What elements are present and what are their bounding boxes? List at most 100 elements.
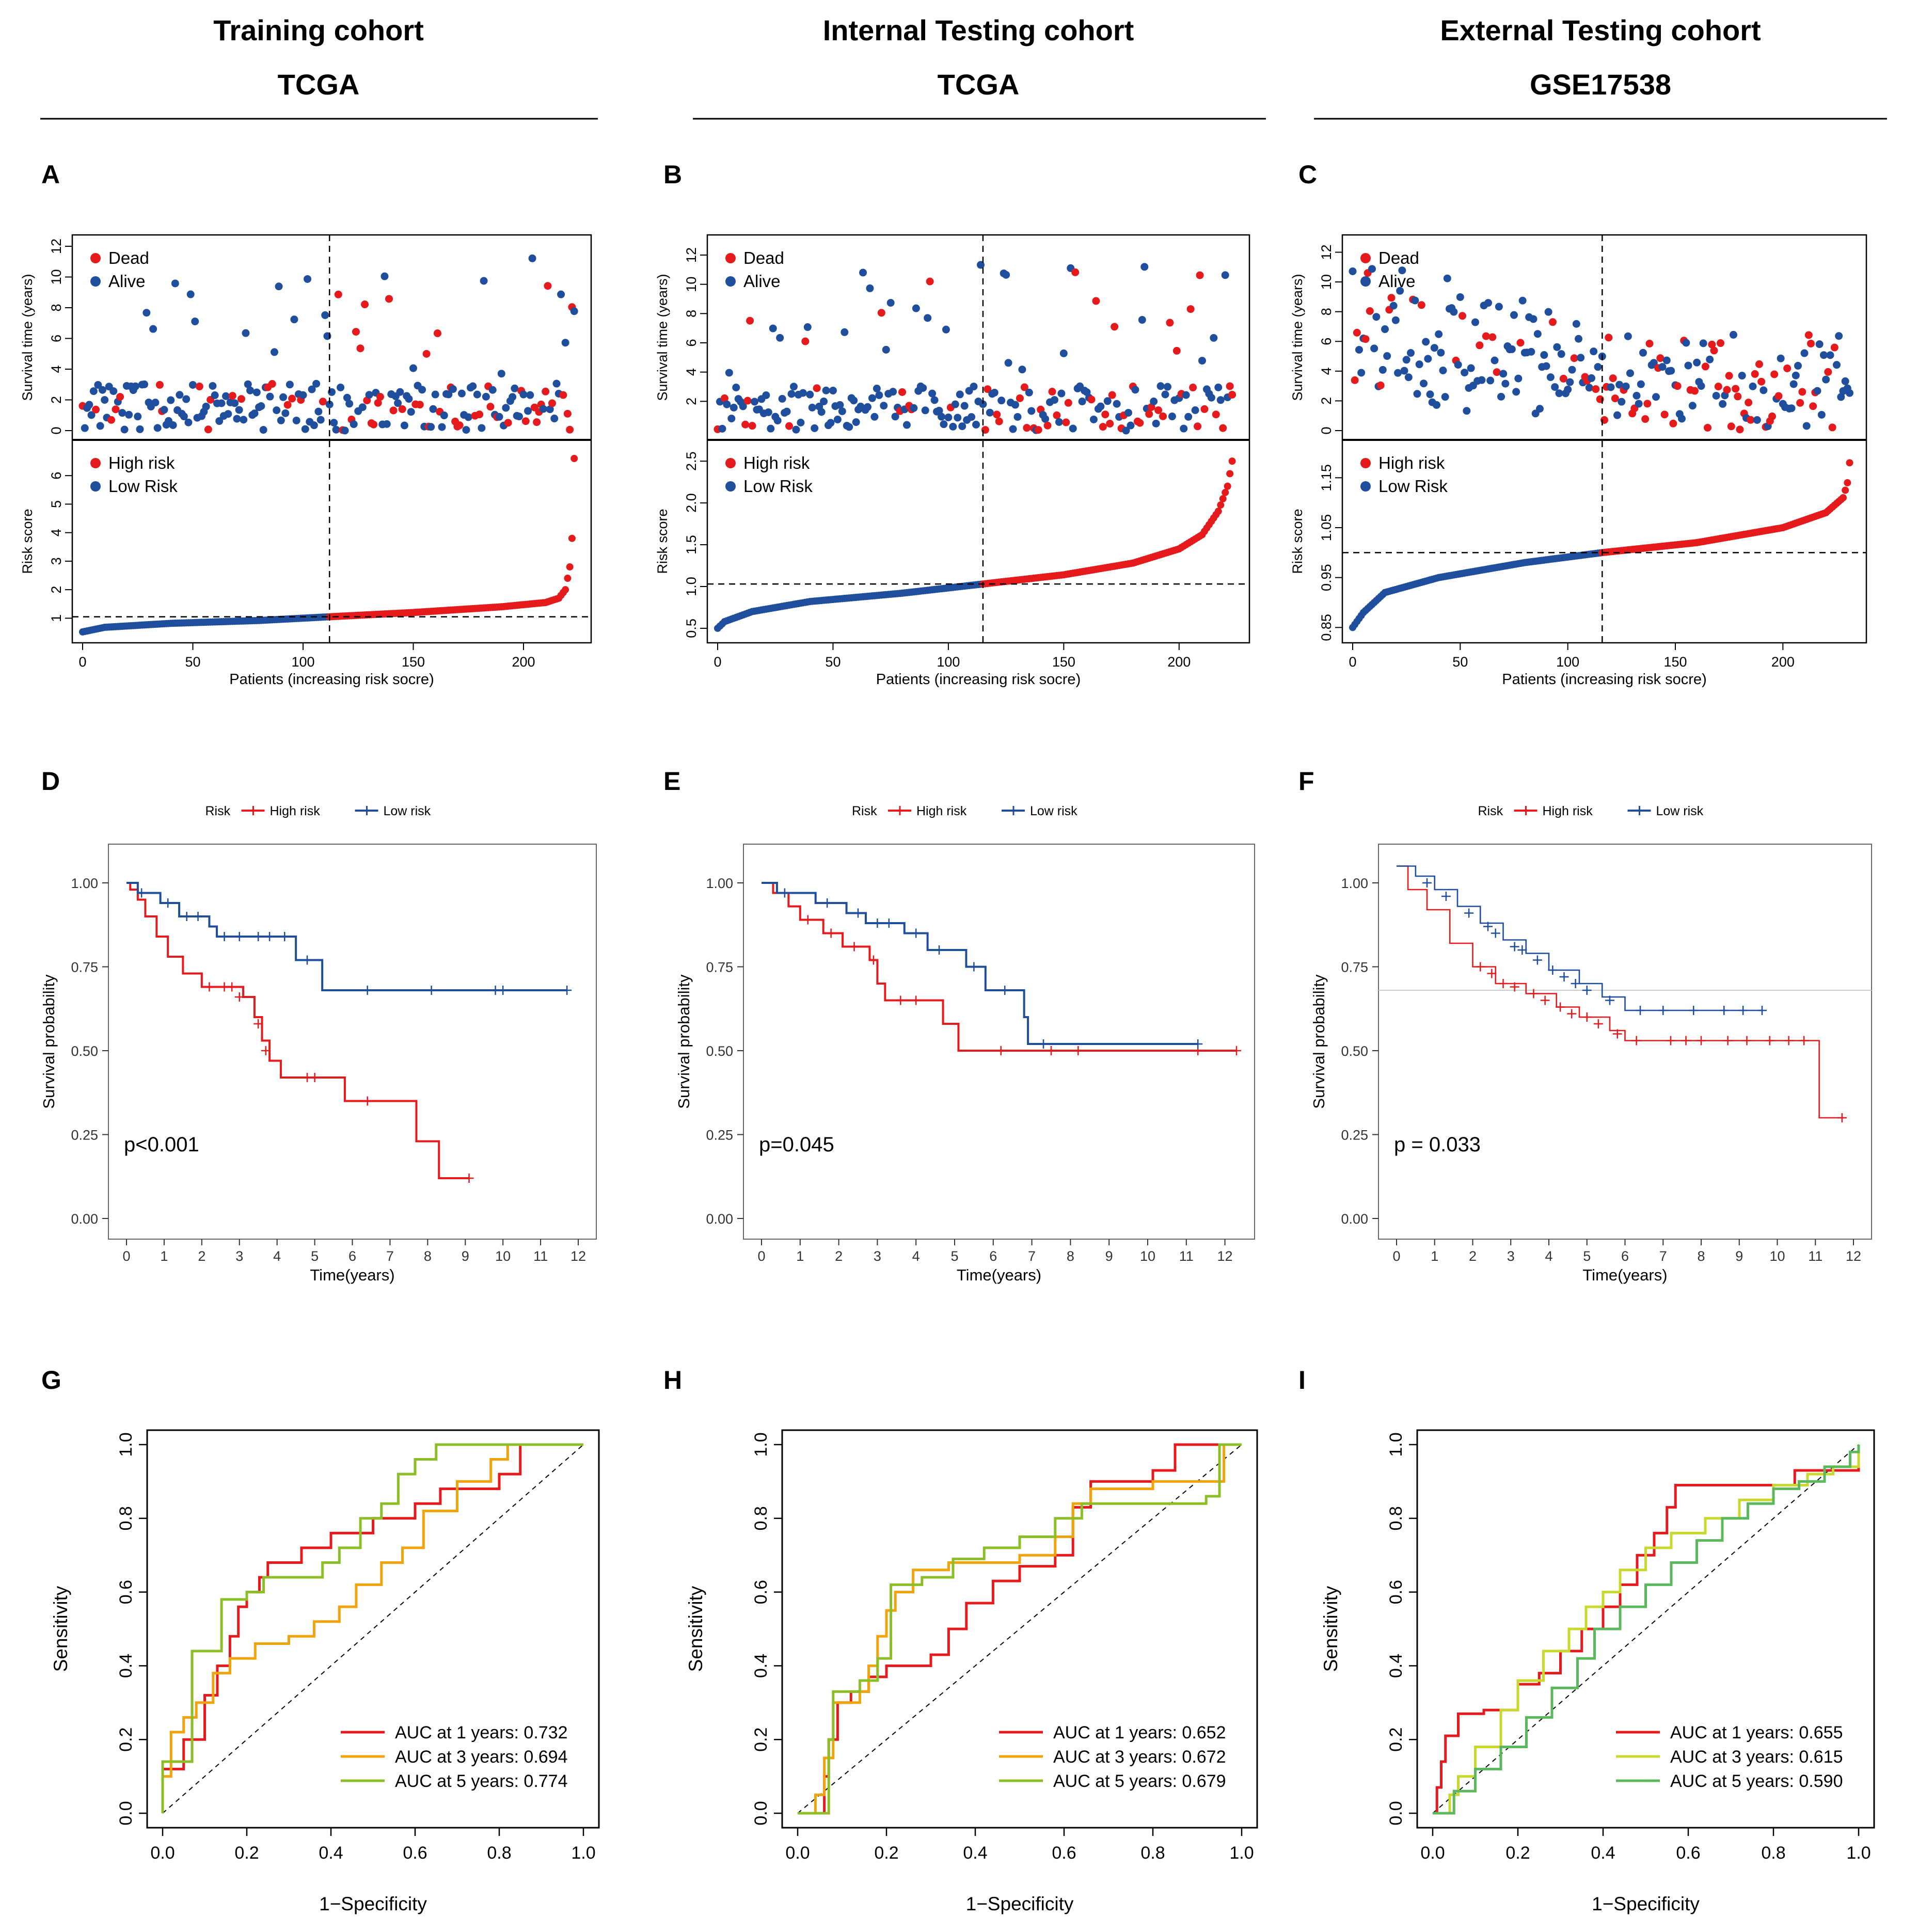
survival-point <box>486 403 495 411</box>
panel-F-legend-high: High risk <box>1543 804 1593 818</box>
panel-C-xtick-label: 200 <box>1771 654 1795 670</box>
panel-B-legend-high: High risk <box>743 453 810 472</box>
panel-D-xtick-label: 0 <box>122 1248 130 1264</box>
survival-point <box>1196 271 1204 279</box>
panel-A-bottom-ytick-label: 4 <box>49 529 64 536</box>
censor-mark <box>1612 1029 1622 1039</box>
survival-point <box>1833 361 1841 369</box>
survival-point <box>1020 383 1028 391</box>
panel-F-ylabel: Survival probability <box>1310 974 1328 1109</box>
survival-point <box>1011 401 1020 409</box>
survival-point <box>131 382 139 390</box>
panel-A-bottom-ylabel: Risk score <box>20 509 35 574</box>
panel-E-xtick-label: 1 <box>796 1248 804 1264</box>
panel-D-ylabel: Survival probability <box>40 974 58 1109</box>
survival-point <box>559 391 567 399</box>
censor-mark <box>1658 1006 1668 1015</box>
panel-F-xtick-label: 7 <box>1659 1248 1667 1264</box>
survival-point <box>1725 372 1733 380</box>
panel-D-legend-low: Low risk <box>384 804 431 818</box>
survival-point <box>1809 402 1817 410</box>
survival-point <box>376 393 384 401</box>
survival-point <box>776 334 784 342</box>
survival-point <box>89 387 98 395</box>
survival-point <box>1025 388 1033 397</box>
survival-point <box>820 397 828 405</box>
panel-B-top-ytick-label: 4 <box>684 368 699 376</box>
survival-point <box>374 399 382 407</box>
survival-point <box>1684 361 1692 370</box>
panel-C-top-ytick-label: 12 <box>1319 244 1334 260</box>
survival-point <box>1349 267 1357 275</box>
survival-point <box>767 424 775 433</box>
survival-point <box>209 382 217 390</box>
survival-point <box>542 387 550 395</box>
panel-A-top-ytick-label: 6 <box>49 335 64 342</box>
panel-D-xtick-label: 3 <box>235 1248 243 1264</box>
censor-mark <box>884 919 894 928</box>
survival-point <box>1351 376 1359 384</box>
survival-point <box>1069 424 1077 433</box>
survival-point <box>797 419 805 427</box>
survival-point <box>281 409 290 417</box>
survival-point <box>1706 355 1714 363</box>
censor-mark <box>1631 1036 1641 1046</box>
survival-point <box>224 410 232 418</box>
survival-point <box>1660 410 1669 419</box>
survival-point <box>833 416 842 424</box>
survival-point <box>1097 402 1105 410</box>
survival-point <box>383 420 391 428</box>
survival-point <box>502 404 510 412</box>
survival-point <box>811 424 819 432</box>
survival-point <box>1835 332 1843 340</box>
survival-point <box>85 401 93 409</box>
survival-point <box>1078 398 1086 406</box>
panel-I-ytick-label: 0.4 <box>1386 1654 1406 1678</box>
survival-point <box>940 420 948 429</box>
panel-H-ytick-label: 0.8 <box>751 1506 771 1530</box>
panel-A-bottom-ytick-label: 5 <box>49 500 64 508</box>
survival-point <box>1435 330 1443 338</box>
survival-point <box>433 329 441 338</box>
panel-B-legend-low: Low Risk <box>743 477 813 496</box>
survival-point <box>935 406 943 415</box>
survival-point <box>924 314 932 322</box>
panel-I-xtick-label: 0.0 <box>1420 1843 1445 1863</box>
panel-C-legend-high-marker <box>1360 458 1371 468</box>
survival-point <box>308 385 316 393</box>
panel-D-km-line-high <box>126 882 469 1179</box>
survival-point <box>877 309 885 317</box>
survival-point <box>1092 297 1100 305</box>
panel-G-ytick-label: 1.0 <box>116 1432 136 1456</box>
survival-point <box>1691 387 1699 395</box>
panel-F-legend-low: Low risk <box>1656 804 1704 818</box>
survival-point <box>1221 271 1229 279</box>
survival-point <box>1357 369 1366 377</box>
survival-point <box>416 401 424 409</box>
survival-point <box>259 426 267 434</box>
survival-point <box>1639 349 1647 357</box>
survival-point <box>1570 354 1578 362</box>
survival-point <box>912 304 920 312</box>
survival-point <box>1491 356 1499 365</box>
survival-point <box>808 403 816 411</box>
survival-point <box>202 402 210 410</box>
panel-E-xtick-label: 2 <box>835 1248 843 1264</box>
survival-point <box>233 415 241 423</box>
survival-point <box>1815 340 1824 349</box>
panel-G-legend-entry-3: AUC at 5 years: 0.774 <box>395 1771 568 1791</box>
panel-I-legend-entry-2: AUC at 3 years: 0.615 <box>1670 1747 1843 1767</box>
panel-B-xtick-label: 0 <box>714 654 721 670</box>
survival-point <box>1207 393 1215 402</box>
panel-I-ytick-label: 0.0 <box>1386 1801 1406 1825</box>
panel-I-xlabel: 1−Specificity <box>1592 1893 1700 1914</box>
survival-point <box>310 421 318 430</box>
survival-point <box>319 398 327 406</box>
survival-point <box>1585 384 1593 392</box>
survival-point <box>1637 380 1645 388</box>
survival-point <box>1714 383 1722 391</box>
survival-point <box>400 421 408 430</box>
survival-point <box>1057 389 1066 398</box>
censor-mark <box>1039 1039 1049 1049</box>
censor-mark <box>227 982 237 992</box>
